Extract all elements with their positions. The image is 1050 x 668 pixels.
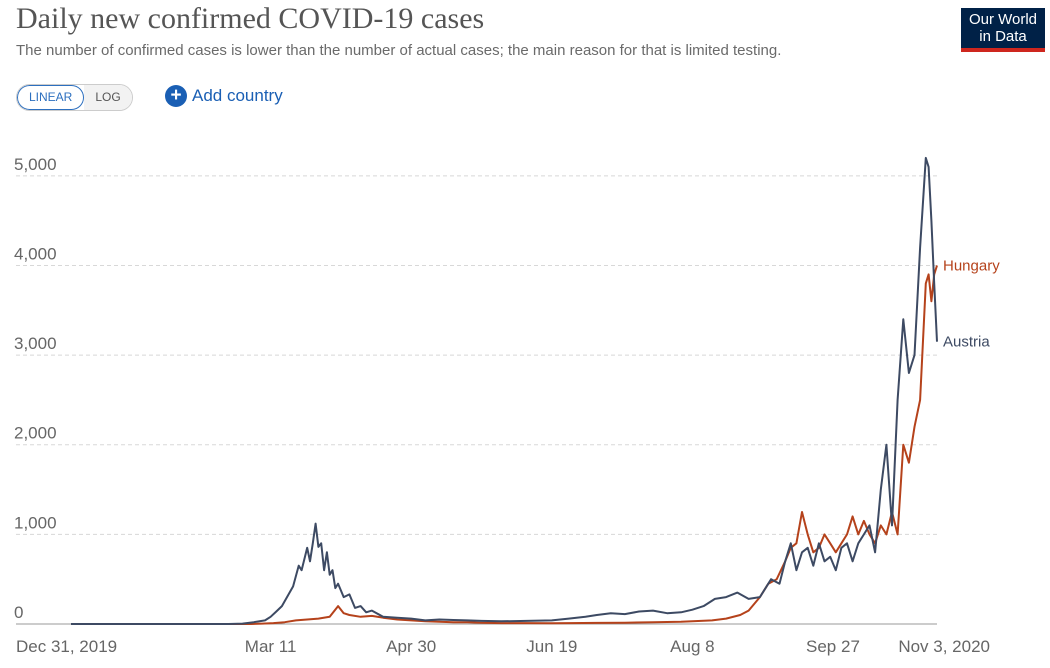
x-tick-label: Sep 27 <box>806 637 860 656</box>
log-scale-button[interactable]: LOG <box>84 85 132 110</box>
x-tick-label: Aug 8 <box>670 637 714 656</box>
y-tick-label: 1,000 <box>14 513 57 532</box>
x-tick-label: Dec 31, 2019 <box>16 637 117 656</box>
y-tick-label: 5,000 <box>14 155 57 174</box>
logo-line-2: in Data <box>979 28 1027 45</box>
series-labels: Hungary Austria <box>943 257 1000 350</box>
x-axis-ticks: Dec 31, 2019 Mar 11 Apr 30 Jun 19 Aug 8 Sep 2… <box>16 637 990 656</box>
series-label-hungary: Hungary <box>943 257 1000 274</box>
add-country-label: Add country <box>192 86 283 105</box>
y-axis-ticks: 0 1,000 2,000 3,000 4,000 5,000 <box>14 155 57 622</box>
x-tick-label: Mar 11 <box>245 637 297 656</box>
y-tick-label: 2,000 <box>14 424 57 443</box>
series-lines <box>71 156 938 625</box>
logo-line-1: Our World <box>968 11 1038 28</box>
series-line-austria[interactable] <box>71 156 938 625</box>
page-subtitle: The number of confirmed cases is lower t… <box>16 42 782 59</box>
y-tick-label: 3,000 <box>14 334 57 353</box>
add-country-button[interactable]: + Add country <box>165 84 283 108</box>
linear-scale-button[interactable]: LINEAR <box>17 85 85 110</box>
x-tick-label: Apr 30 <box>386 637 436 656</box>
scale-toggle: LINEAR LOG <box>16 84 133 111</box>
owid-logo[interactable]: Our World in Data <box>961 8 1045 52</box>
page-title: Daily new confirmed COVID-19 cases <box>16 2 485 35</box>
series-label-austria: Austria <box>943 334 990 351</box>
y-tick-label: 4,000 <box>14 244 57 263</box>
plus-circle-icon: + <box>165 85 187 107</box>
x-tick-label: Nov 3, 2020 <box>898 637 990 656</box>
y-tick-label: 0 <box>14 603 23 622</box>
x-tick-label: Jun 19 <box>526 637 577 656</box>
series-line-hungary[interactable] <box>71 265 938 625</box>
grid-lines <box>16 175 937 625</box>
